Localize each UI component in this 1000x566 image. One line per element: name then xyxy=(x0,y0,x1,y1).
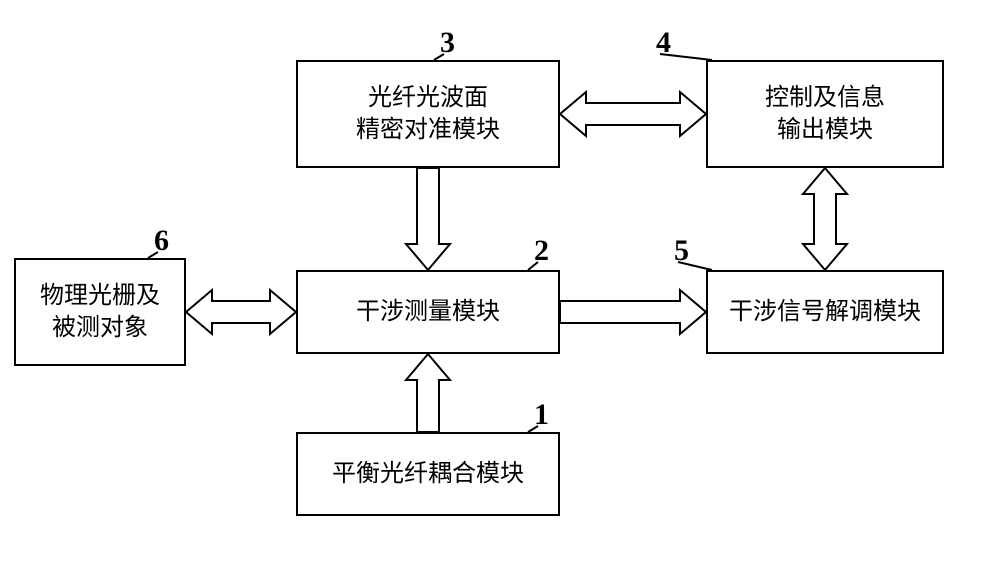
node-number-6: 6 xyxy=(154,224,169,258)
node-label: 物理光栅及 被测对象 xyxy=(40,280,160,345)
node-label: 平衡光纤耦合模块 xyxy=(332,458,524,490)
node-physical-grating-subject: 物理光栅及 被测对象 xyxy=(14,258,186,366)
node-number-2: 2 xyxy=(534,234,549,268)
node-interference-measurement: 干涉测量模块 xyxy=(296,270,560,354)
node-label: 控制及信息 输出模块 xyxy=(765,82,885,147)
node-number-5: 5 xyxy=(674,234,689,268)
node-balanced-fiber-coupling: 平衡光纤耦合模块 xyxy=(296,432,560,516)
node-label: 干涉信号解调模块 xyxy=(729,296,921,328)
diagram-canvas: { "type": "flowchart", "background_color… xyxy=(0,0,1000,566)
node-number-4: 4 xyxy=(656,26,671,60)
node-control-output: 控制及信息 输出模块 xyxy=(706,60,944,168)
node-interference-demod: 干涉信号解调模块 xyxy=(706,270,944,354)
node-number-3: 3 xyxy=(440,26,455,60)
node-fiber-wavefront-alignment: 光纤光波面 精密对准模块 xyxy=(296,60,560,168)
node-number-1: 1 xyxy=(534,398,549,432)
node-label: 光纤光波面 精密对准模块 xyxy=(356,82,500,147)
node-label: 干涉测量模块 xyxy=(356,296,500,328)
